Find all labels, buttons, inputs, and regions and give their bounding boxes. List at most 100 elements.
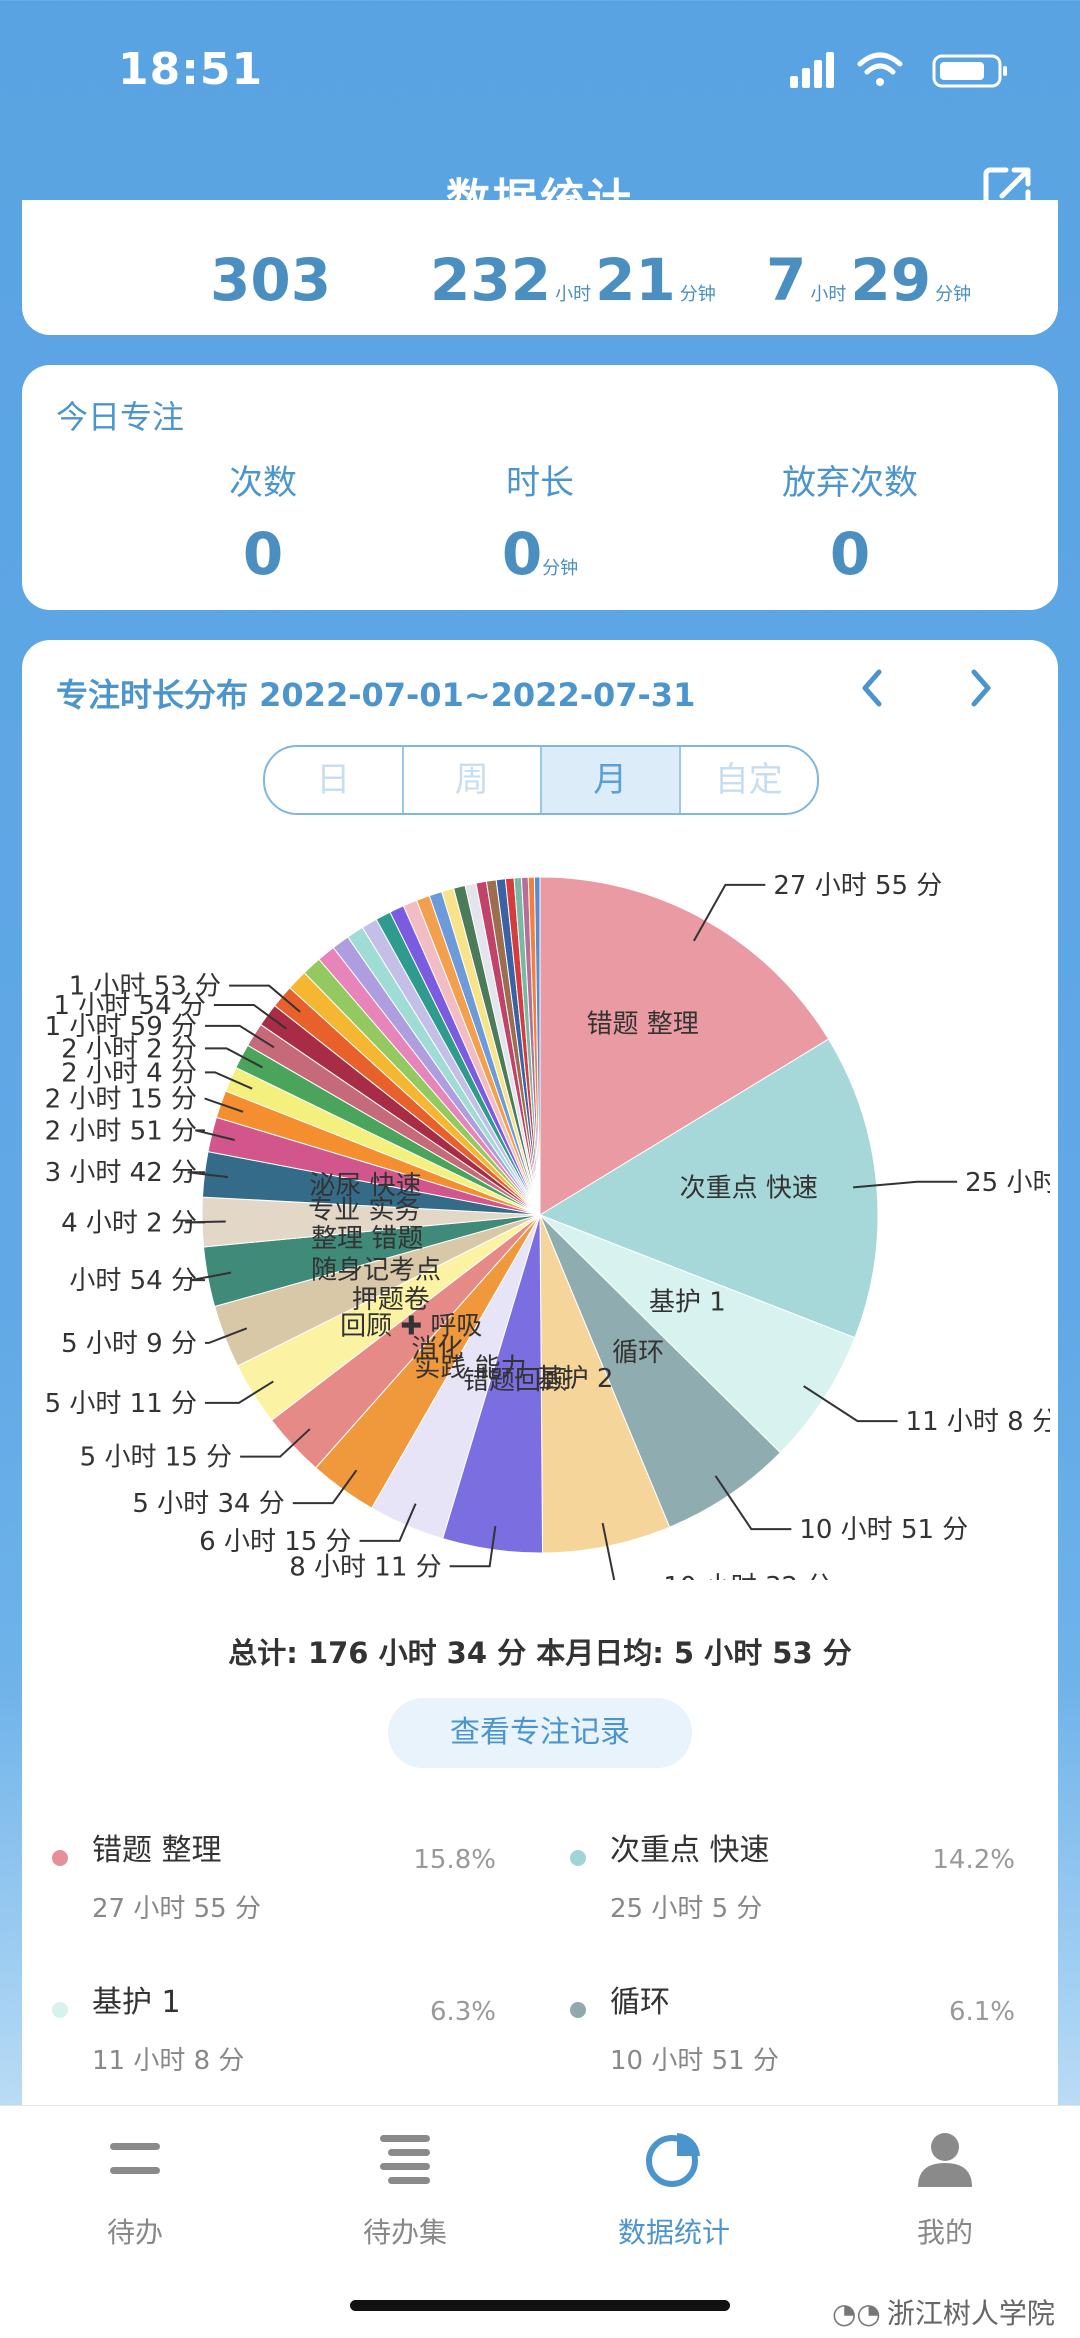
slice-value-label: 2 小时 15 分 xyxy=(45,1085,197,1115)
leader-line xyxy=(240,1428,311,1458)
legend-dot xyxy=(52,2002,68,2018)
slice-value-label: 4 小时 2 分 xyxy=(61,1208,197,1238)
slice-value-callout: 4 小时 2 分 xyxy=(61,1208,226,1238)
leader-line xyxy=(853,1180,958,1189)
slice-name-label: 随身记考点 xyxy=(311,1255,441,1285)
slice-value-label: 10 小时 51 分 xyxy=(799,1515,968,1545)
summary-count: 303 xyxy=(210,246,332,314)
slice-value-label: 3 小时 42 分 xyxy=(45,1158,197,1188)
battery-icon xyxy=(932,54,1007,88)
slice-value-callout: 2 小时 51 分 xyxy=(45,1116,235,1146)
slice-value-label: 27 小时 55 分 xyxy=(773,871,942,901)
todo-set-icon xyxy=(380,2135,430,2184)
slice-name-label: 实践 能力 xyxy=(414,1353,526,1383)
slice-value-callout: 1 小时 53 分 xyxy=(69,972,301,1013)
slice-name-label: 基护 1 xyxy=(649,1288,726,1318)
slice-value-callout: 5 小时 34 分 xyxy=(132,1469,358,1519)
leader-line xyxy=(693,883,766,942)
slice-value-callout: 5 小时 9 分 xyxy=(61,1327,248,1359)
slice-value-label: 11 小时 8 分 xyxy=(906,1407,1050,1437)
pie-slice xyxy=(533,876,541,1216)
next-period-icon[interactable] xyxy=(966,668,996,708)
slice-value-label: 8 小时 11 分 xyxy=(289,1552,441,1580)
today-count-label: 次数 xyxy=(229,463,297,503)
slice-value-callout: 11 小时 8 分 xyxy=(803,1385,1050,1437)
slice-value-label: 5 小时 9 分 xyxy=(61,1329,197,1359)
slice-value-label: 1 小时 54 分 xyxy=(53,991,205,1021)
slice-value-label: 2 小时 51 分 xyxy=(45,1116,197,1146)
watermark: ◔◔ 浙江树人学院 xyxy=(832,2297,1055,2330)
slice-name-label: 循环 xyxy=(612,1338,664,1368)
slice-value-callout: 5 小时 11 分 xyxy=(45,1380,274,1419)
summary-total-duration: 232 小时21 分钟 xyxy=(430,246,716,314)
todo-icon xyxy=(110,2143,160,2174)
slice-value-callout: 小时 54 分 xyxy=(69,1266,232,1296)
slice-value-label: 2 小时 2 分 xyxy=(61,1034,197,1064)
slice-value-callout: 6 小时 15 分 xyxy=(199,1503,417,1557)
legend-name: 基护 1 xyxy=(92,1985,181,2020)
slice-value-label: 5 小时 34 分 xyxy=(132,1489,284,1519)
leader-line xyxy=(601,1522,616,1580)
slice-value-callout: 10 小时 51 分 xyxy=(714,1475,968,1545)
leader-line xyxy=(714,1475,792,1531)
totals-summary: 总计: 176 小时 34 分 本月日均: 5 小时 53 分 xyxy=(228,1636,852,1670)
distribution-title: 专注时长分布 2022-07-01~2022-07-31 xyxy=(56,676,696,714)
slice-value-callout: 10 小时 32 分 xyxy=(601,1522,832,1580)
tab-label: 待办 xyxy=(106,2216,163,2249)
slice-value-label: 10 小时 32 分 xyxy=(663,1572,832,1580)
slice-name-label: 整理 错题 xyxy=(311,1224,423,1254)
user-icon xyxy=(918,2133,972,2187)
wifi-icon xyxy=(857,52,903,86)
summary-card xyxy=(22,200,1058,335)
slice-name-label: 泌尿 快速 xyxy=(309,1171,421,1201)
slice-value-callout: 2 小时 15 分 xyxy=(45,1085,244,1115)
slice-name-label: 回顾 ✚ 呼吸 xyxy=(340,1312,482,1342)
legend-name: 错题 整理 xyxy=(92,1833,222,1868)
slice-value-callout: 27 小时 55 分 xyxy=(693,871,942,942)
period-segmented-control: 日 周 月 自定 xyxy=(263,745,819,815)
slice-name-label: 消化 xyxy=(411,1335,463,1365)
slice-value-callout: 1 小时 59 分 xyxy=(45,1012,275,1049)
legend-percent: 15.8% xyxy=(413,1845,496,1875)
today-duration-label: 时长 xyxy=(506,463,574,503)
slice-value-label: 25 小时 5 分 xyxy=(965,1168,1050,1198)
segment-month[interactable]: 月 xyxy=(542,747,681,813)
segment-custom[interactable]: 自定 xyxy=(714,760,783,800)
leader-line xyxy=(195,1129,235,1141)
slice-value-callout: 25 小时 5 分 xyxy=(853,1168,1050,1198)
slice-value-label: 1 小时 59 分 xyxy=(45,1012,197,1042)
slice-value-callout: 1 小时 54 分 xyxy=(53,991,288,1030)
status-time: 18:51 xyxy=(118,44,264,95)
leader-line xyxy=(185,1220,226,1224)
leader-line xyxy=(359,1503,417,1542)
slice-name-label: 次重点 快速 xyxy=(680,1174,818,1204)
previous-period-icon[interactable] xyxy=(857,668,887,708)
home-indicator xyxy=(350,2300,730,2311)
signal-icon xyxy=(790,52,834,88)
tab-bar xyxy=(0,2105,1080,2338)
slice-value-label: 6 小时 15 分 xyxy=(199,1527,351,1557)
today-abandon-label: 放弃次数 xyxy=(782,463,918,503)
leader-line xyxy=(205,1071,253,1090)
legend-time: 11 小时 8 分 xyxy=(92,2046,245,2076)
today-abandon-value: 0 xyxy=(829,520,871,588)
slice-value-callout: 2 小时 2 分 xyxy=(61,1034,263,1069)
slice-value-label: 1 小时 53 分 xyxy=(69,972,221,1002)
leader-line xyxy=(187,1171,229,1179)
slice-value-callout: 5 小时 15 分 xyxy=(80,1428,311,1473)
slice-name-label: 专业 实务 xyxy=(308,1196,420,1226)
leader-line xyxy=(803,1385,898,1423)
tab-label: 数据统计 xyxy=(617,2216,730,2249)
view-records-button[interactable]: 查看专注记录 xyxy=(388,1698,692,1768)
tab-label: 待办集 xyxy=(362,2216,447,2249)
legend-dot xyxy=(570,1850,586,1866)
today-card xyxy=(22,365,1058,610)
segment-day[interactable]: 日 xyxy=(265,747,404,813)
today-duration-value: 0分钟 xyxy=(501,520,579,588)
segment-week[interactable]: 周 xyxy=(404,747,542,813)
status-icons xyxy=(790,52,1007,88)
legend-percent: 6.3% xyxy=(429,1997,496,2027)
slice-name-label: 错题 整理 xyxy=(586,1009,698,1039)
summary-average-duration: 7 小时29 分钟 xyxy=(766,246,972,314)
legend-percent: 14.2% xyxy=(932,1845,1015,1875)
